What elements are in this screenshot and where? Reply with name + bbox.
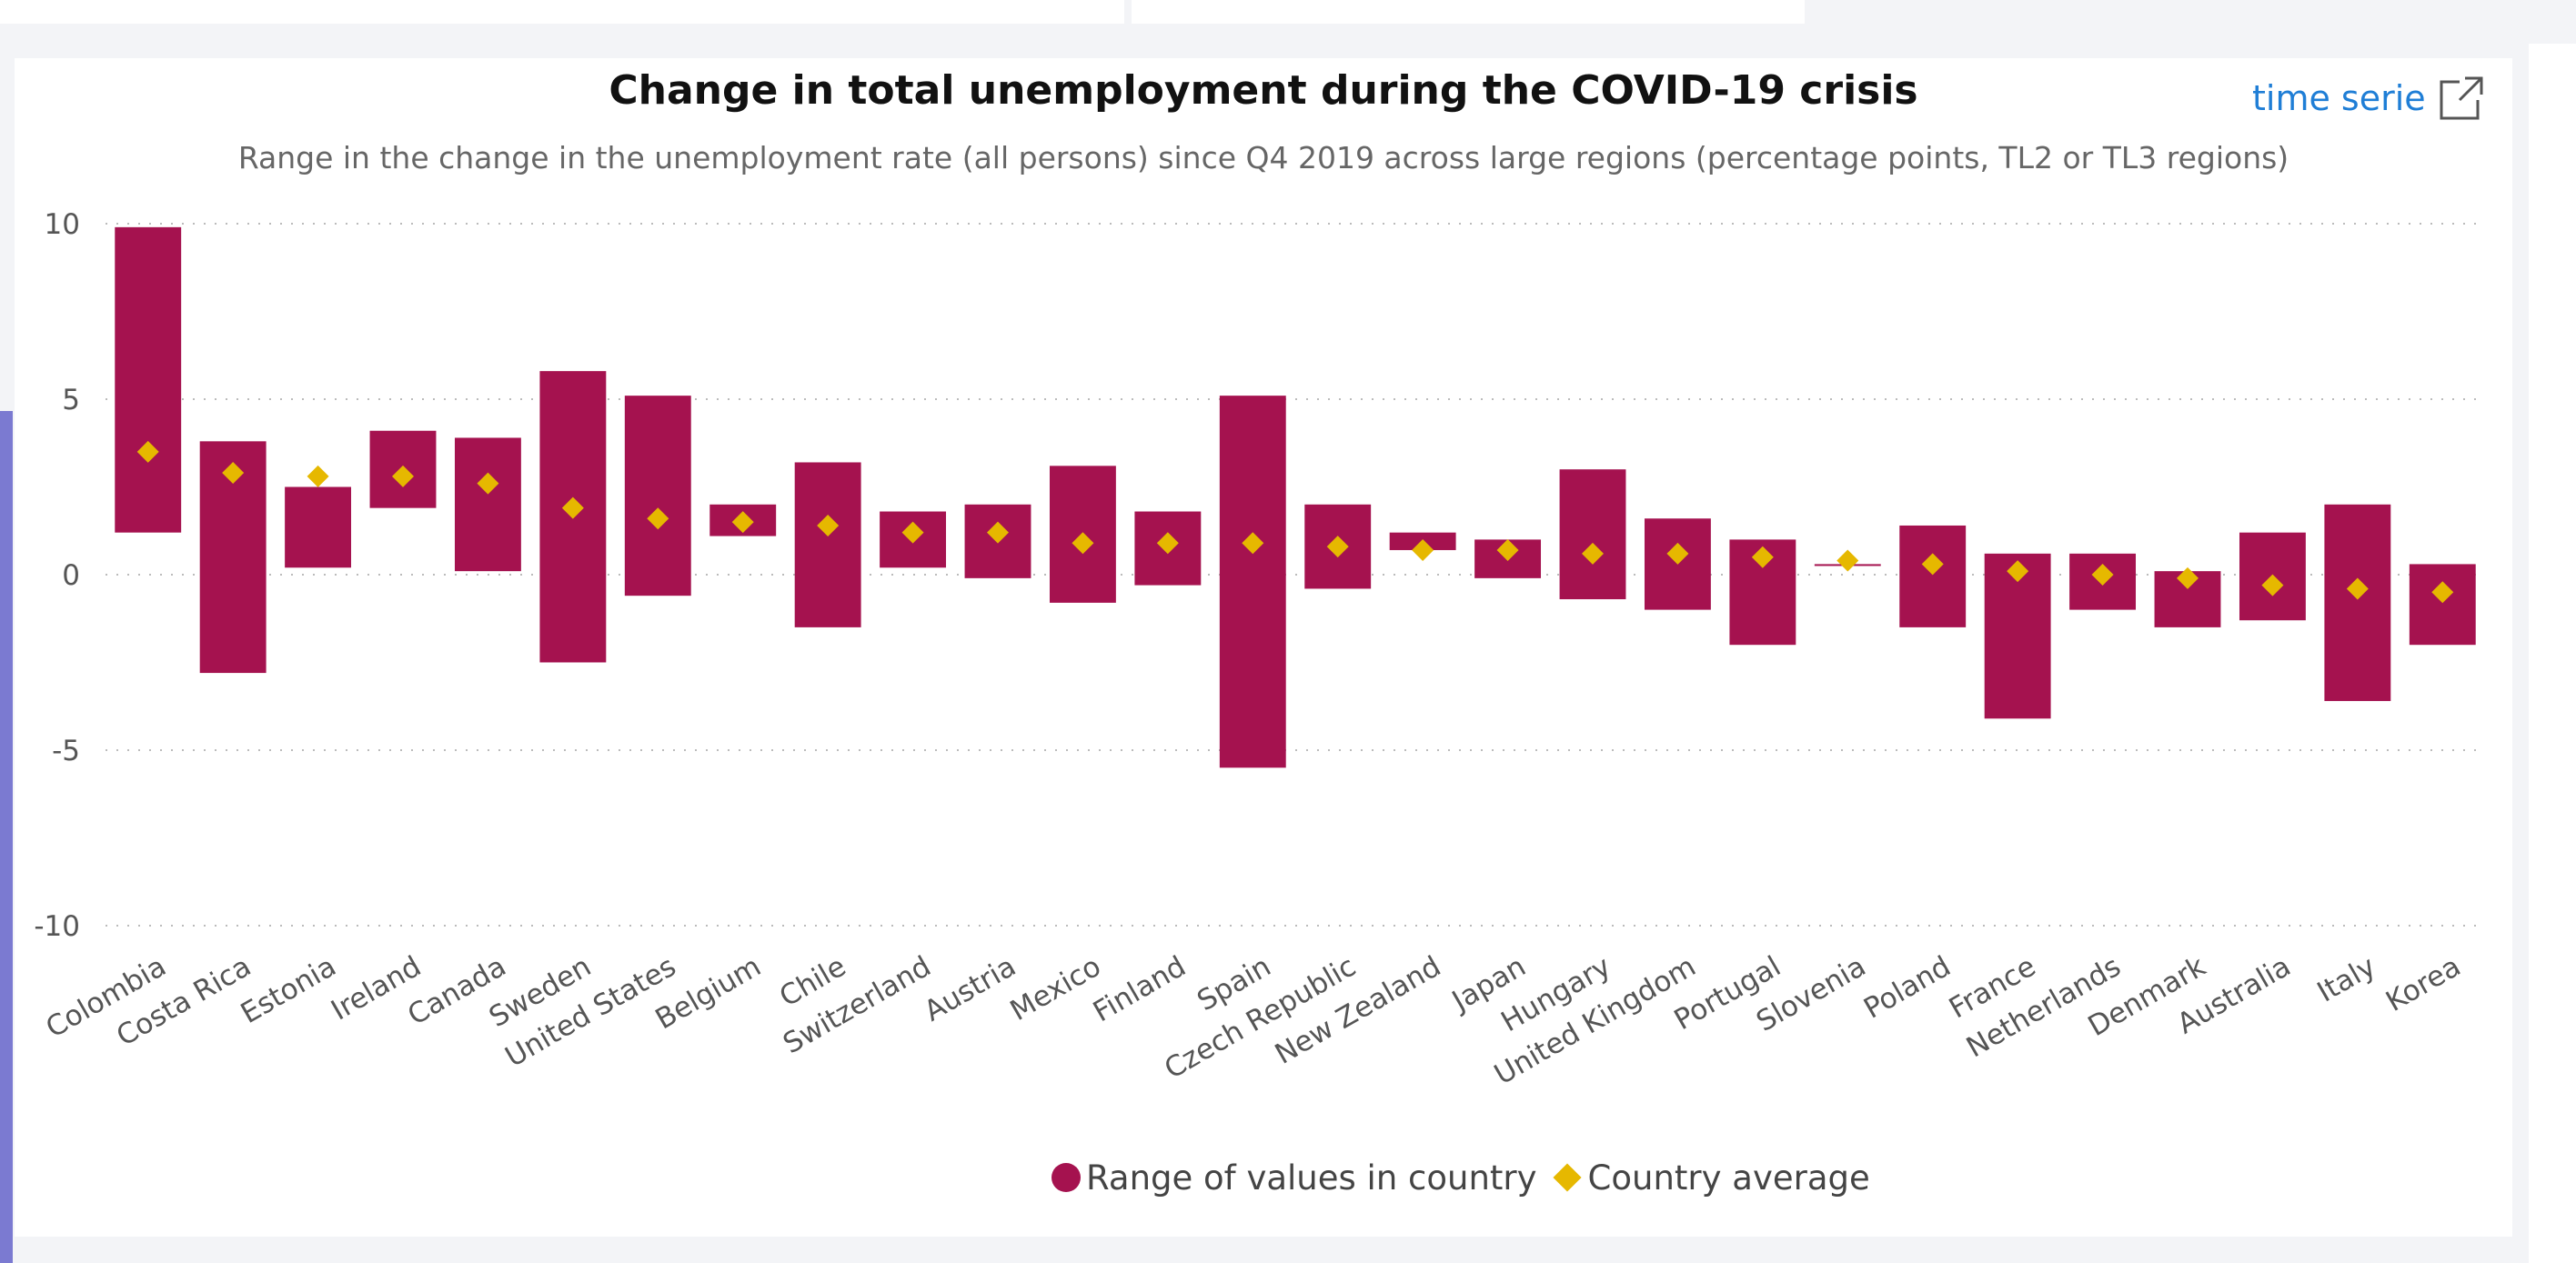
range-bar[interactable]: [285, 486, 352, 568]
legend-range-label: Range of values in country: [1086, 1158, 1537, 1198]
x-tick-label: Italy: [2312, 950, 2381, 1009]
average-marker[interactable]: [136, 440, 159, 463]
range-bar[interactable]: [1899, 525, 1967, 627]
chart-title: Change in total unemployment during the …: [609, 67, 1918, 114]
average-marker[interactable]: [1412, 538, 1434, 561]
average-marker[interactable]: [1836, 549, 1859, 572]
expand-icon[interactable]: [2432, 69, 2490, 127]
average-marker[interactable]: [647, 507, 669, 530]
average-marker[interactable]: [1072, 532, 1094, 555]
x-tick-label: Mexico: [1005, 950, 1107, 1027]
range-bar[interactable]: [2324, 504, 2391, 701]
average-marker[interactable]: [1326, 536, 1349, 558]
range-bar[interactable]: [115, 226, 182, 533]
legend-average-swatch: [1552, 1163, 1582, 1192]
legend-item-range[interactable]: Range of values in country: [1052, 1158, 1537, 1198]
average-marker[interactable]: [731, 511, 754, 534]
x-tick-label: Austria: [919, 950, 1021, 1028]
left-accent-bar: [0, 411, 13, 1263]
average-marker[interactable]: [1666, 542, 1689, 565]
range-bar[interactable]: [2409, 564, 2476, 646]
y-tick-label: 10: [45, 208, 80, 241]
top-panel-strip: [1132, 0, 1805, 24]
average-marker[interactable]: [2177, 566, 2199, 589]
y-tick-label: -5: [52, 735, 80, 767]
legend-item-average[interactable]: Country average: [1550, 1158, 1870, 1198]
average-marker[interactable]: [1156, 532, 1179, 555]
x-tick-label: Poland: [1858, 950, 1957, 1026]
average-marker[interactable]: [1496, 538, 1519, 561]
range-bar[interactable]: [1219, 396, 1286, 768]
average-marker[interactable]: [1921, 553, 1944, 576]
average-marker[interactable]: [1582, 542, 1604, 565]
top-panel-strip: [0, 0, 1124, 24]
chart-card: Change in total unemployment during the …: [15, 58, 2512, 1237]
average-marker[interactable]: [2007, 560, 2029, 583]
x-tick-label: Estonia: [236, 950, 342, 1030]
legend-range-swatch: [1052, 1163, 1081, 1192]
x-tick-label: Korea: [2380, 950, 2466, 1018]
average-marker[interactable]: [1751, 546, 1774, 568]
average-marker[interactable]: [2261, 574, 2284, 596]
average-marker[interactable]: [2091, 564, 2114, 586]
range-bar[interactable]: [454, 437, 521, 572]
average-marker[interactable]: [307, 465, 329, 487]
average-marker[interactable]: [817, 514, 840, 536]
average-marker[interactable]: [392, 465, 414, 487]
range-bar[interactable]: [624, 396, 691, 596]
average-marker[interactable]: [222, 462, 245, 485]
range-bar[interactable]: [794, 462, 861, 627]
average-marker[interactable]: [477, 472, 499, 495]
y-tick-label: 0: [62, 559, 80, 592]
y-tick-label: -10: [34, 910, 80, 943]
average-marker[interactable]: [561, 496, 584, 519]
range-bar[interactable]: [1559, 469, 1626, 600]
time-series-link[interactable]: time serie: [2252, 78, 2426, 118]
legend: Range of values in country Country avera…: [1052, 1155, 1883, 1200]
average-marker[interactable]: [901, 521, 924, 544]
chart-subtitle: Range in the change in the unemployment …: [237, 140, 2289, 175]
x-tick-label: Finland: [1088, 950, 1192, 1029]
average-marker[interactable]: [2346, 577, 2369, 600]
legend-average-label: Country average: [1587, 1158, 1870, 1198]
average-marker[interactable]: [2431, 581, 2454, 604]
average-marker[interactable]: [1242, 532, 1264, 555]
right-side-panel: [2529, 44, 2576, 1263]
y-tick-label: 5: [62, 384, 80, 416]
average-marker[interactable]: [987, 521, 1009, 544]
